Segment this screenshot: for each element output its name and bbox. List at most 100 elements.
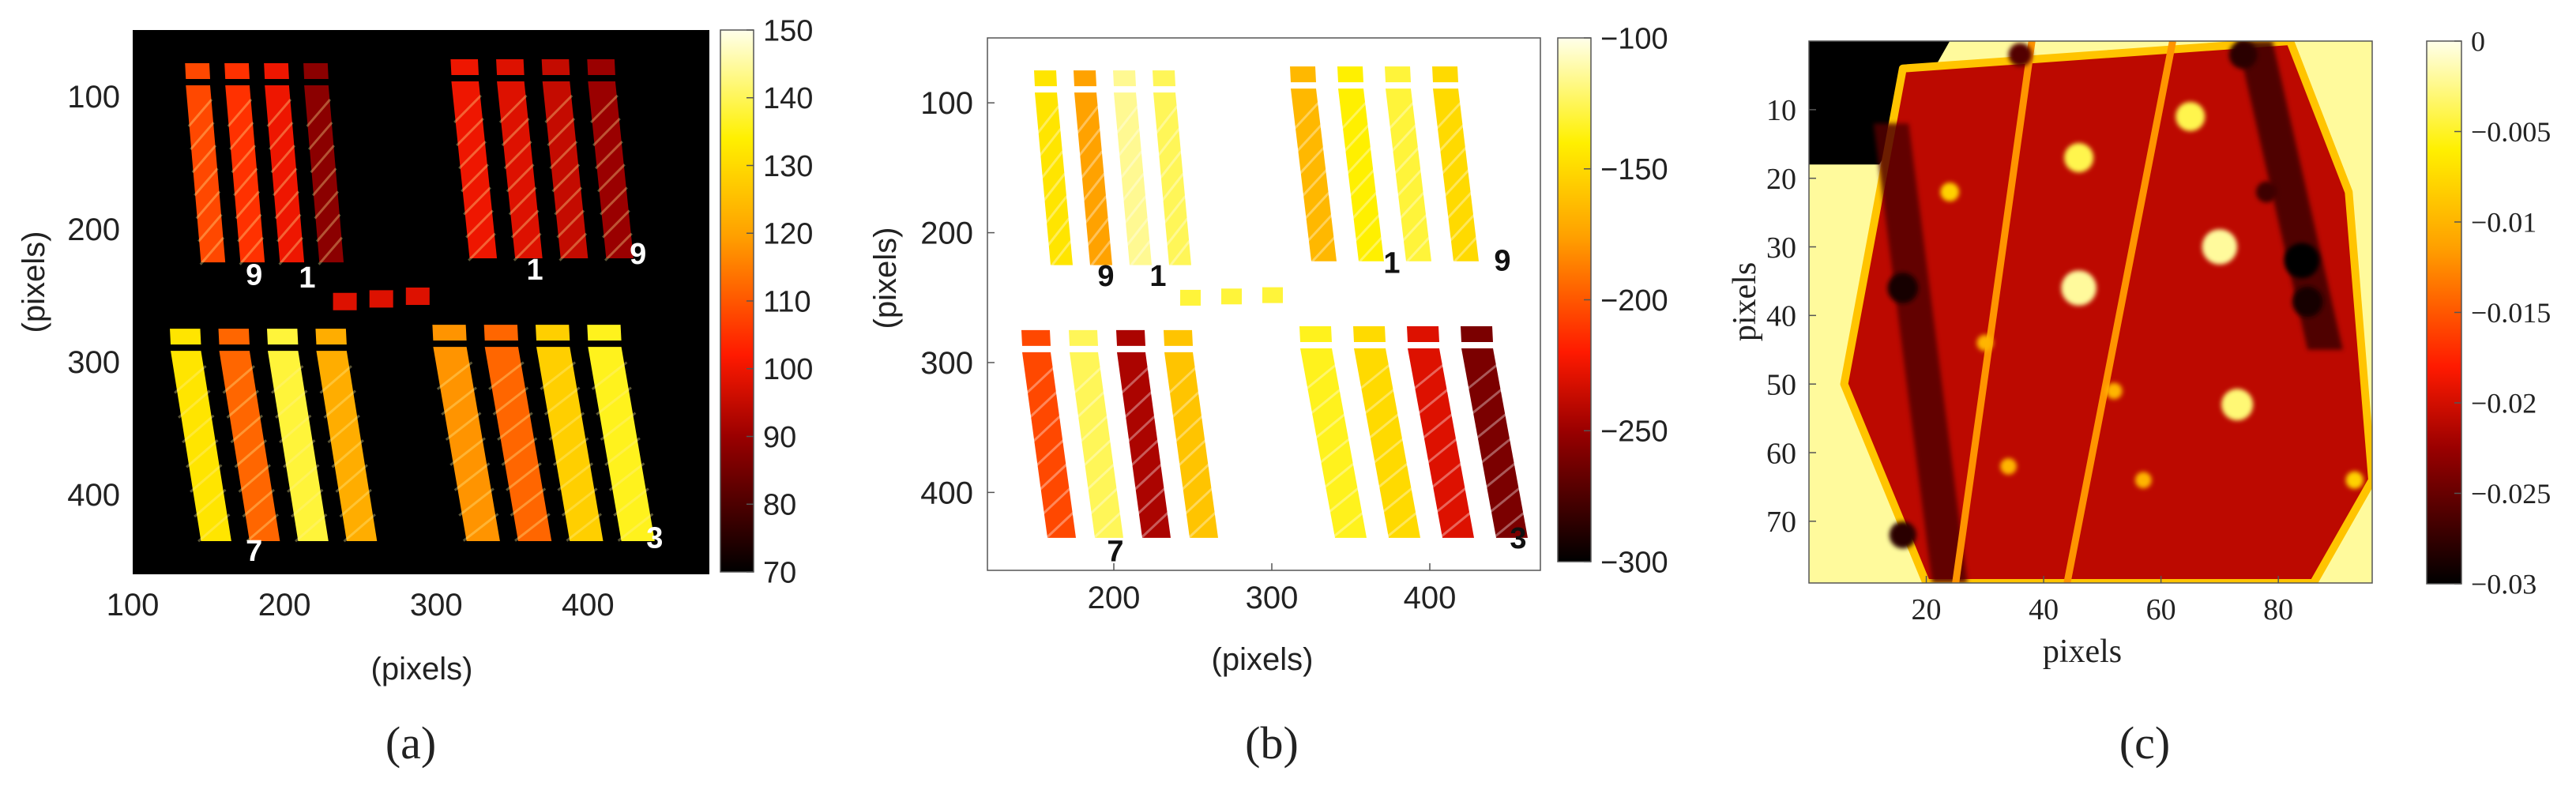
colorbar-tick-label: −0.015 [2471, 297, 2551, 329]
colorbar-tick-label: 80 [763, 489, 796, 522]
panel-c-x-axis-label: pixels [2043, 634, 2122, 670]
hot-spot [2134, 472, 2152, 489]
sample-strip [587, 58, 634, 261]
hot-spot [1940, 182, 1960, 201]
strip-annotation: 9 [1097, 260, 1114, 293]
hot-spot [2175, 101, 2206, 132]
sample-strip [224, 63, 265, 265]
colorbar-tick-label: −200 [1600, 284, 1668, 318]
panel-b-colorbar: −100 −150 −200 −250 −300 [1557, 22, 1668, 579]
panel-a-y-ticks: 100 200 300 400 [67, 80, 120, 513]
streak-line [2063, 41, 2176, 583]
y-tick-label: 400 [920, 476, 973, 510]
colorbar-tick-label: 0 [2471, 26, 2485, 58]
y-tick-label: 40 [1766, 300, 1796, 333]
connector-block [333, 292, 357, 310]
sample-strip [1299, 325, 1367, 540]
colorbar-tick-label: 90 [763, 421, 796, 454]
colorbar-tick-label: −0.02 [2471, 388, 2537, 419]
hot-spot [2061, 270, 2097, 306]
hot-spot [2202, 229, 2238, 265]
panel-b-x-axis-label: (pixels) [1212, 642, 1314, 677]
sample-strip [587, 325, 655, 542]
colorbar-tick-label: 140 [763, 82, 813, 115]
panel-a-plot: 9 1 1 97 3 [133, 30, 709, 574]
strip-annotation: 1 [299, 261, 315, 295]
dark-spot [2255, 181, 2277, 203]
colorbar-tick-label: 70 [763, 556, 796, 589]
sample-strip [264, 63, 305, 265]
connector-block [1221, 288, 1242, 305]
sample-strip [483, 325, 552, 542]
sample-strip [1153, 70, 1191, 269]
colorbar-tick-label: −0.01 [2471, 207, 2537, 239]
colorbar-tick-label: −300 [1600, 546, 1668, 579]
connector-block [369, 290, 393, 308]
strip-annotation: 1 [1383, 247, 1400, 280]
sample-strip [536, 325, 604, 542]
panel-a-annotations: 9 1 1 97 3 [246, 238, 663, 568]
sample-strip [1034, 70, 1073, 269]
y-tick-label: 300 [920, 346, 973, 381]
dark-spot [1889, 521, 1916, 549]
y-tick-label: 30 [1766, 231, 1796, 265]
colorbar-tick-label: 120 [763, 218, 813, 251]
connector-block [1262, 287, 1283, 303]
y-tick-label: 10 [1766, 94, 1796, 127]
y-tick-label: 20 [1766, 163, 1796, 196]
panel-a-strips [170, 58, 655, 543]
panel-b-plot: 9 1 1 97 3 [987, 37, 1541, 571]
panel-b-y-ticks: 100 200 300 400 [920, 86, 995, 510]
panel-c-axes-frame [1808, 40, 2373, 584]
hot-spot [2064, 143, 2094, 173]
streak-line [1952, 41, 2036, 583]
y-tick-label: 100 [920, 86, 973, 121]
sample-strip [541, 58, 589, 261]
sample-strip [1432, 66, 1479, 265]
dark-spot [2284, 243, 2320, 279]
y-tick-label: 400 [67, 478, 120, 513]
panel-b-x-ticks: 200 300 400 [1088, 563, 1457, 615]
strip-annotation: 3 [1510, 522, 1526, 555]
hot-spot [1976, 334, 1994, 352]
sample-strip [185, 63, 226, 265]
strip-annotation: 9 [1494, 244, 1510, 277]
panel-a-y-axis-label: (pixels) [17, 231, 51, 333]
x-tick-label: 400 [1404, 581, 1457, 615]
x-tick-label: 80 [2263, 593, 2293, 626]
sample-strip [266, 329, 329, 543]
strip-annotation: 9 [630, 238, 646, 271]
sample-strip [1385, 66, 1431, 265]
panel-a-x-ticks: 100 200 300 400 [107, 588, 615, 622]
panel-c-label: (c) [2119, 717, 2170, 769]
sample-strip [1290, 66, 1337, 265]
strip-annotation: 3 [646, 521, 663, 555]
panel-a-colorbar-ticks: 150 140 130 120 110 100 90 80 70 [746, 14, 813, 589]
sample-strip [450, 58, 498, 261]
y-tick-label: 50 [1766, 368, 1796, 401]
sample-strip [1353, 325, 1420, 540]
x-tick-label: 200 [1088, 581, 1141, 615]
dark-band [1873, 123, 1968, 583]
colorbar-tick-label: −250 [1600, 416, 1668, 449]
panel-c-heat-content [1809, 41, 2372, 583]
dark-band [2237, 41, 2343, 350]
colorbar-tick-label: −0.03 [2471, 569, 2537, 600]
sample-strip [1116, 329, 1171, 540]
dark-spot [2292, 286, 2323, 318]
sample-strip [496, 58, 543, 261]
panel-b-label: (b) [1245, 717, 1299, 769]
colorbar-tick-label: −0.025 [2471, 478, 2551, 510]
panel-c-y-ticks: 10 20 30 40 50 60 70 [1766, 94, 1816, 539]
panel-a-label: (a) [385, 717, 436, 769]
sample-strip [432, 325, 500, 542]
strip-annotation: 7 [246, 535, 262, 568]
hot-spot [2345, 471, 2364, 489]
x-tick-label: 60 [2146, 593, 2176, 626]
sample-strip [1407, 325, 1474, 540]
strip-annotation: 1 [527, 254, 543, 287]
dark-spot [1887, 273, 1919, 303]
sample-strip [218, 329, 280, 543]
panel-b-strips [1021, 66, 1528, 540]
y-tick-label: 200 [920, 216, 973, 251]
